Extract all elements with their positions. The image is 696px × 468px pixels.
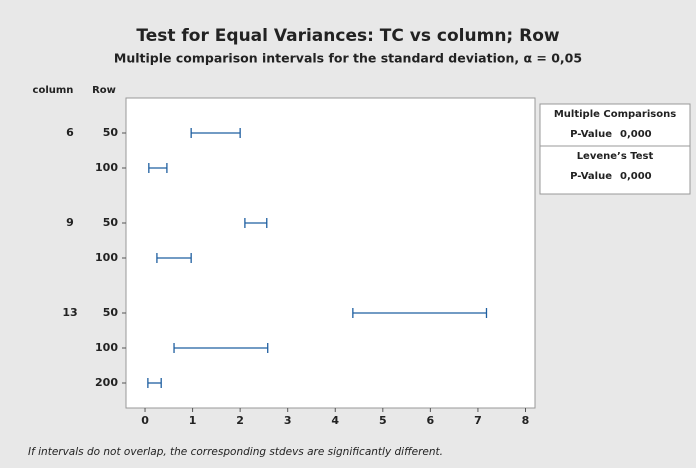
x-tick-label: 6 bbox=[427, 414, 435, 427]
column-header: column bbox=[33, 85, 74, 96]
x-tick-label: 0 bbox=[141, 414, 149, 427]
test-box bbox=[539, 103, 691, 195]
x-tick-label: 2 bbox=[236, 414, 244, 427]
column-label: 6 bbox=[66, 126, 74, 139]
test-value: 0,000 bbox=[620, 171, 652, 182]
column-label: 9 bbox=[66, 216, 74, 229]
test-name: Multiple Comparisons bbox=[554, 109, 676, 120]
x-tick-label: 4 bbox=[331, 414, 339, 427]
row-label: 200 bbox=[95, 376, 118, 389]
row-label: 100 bbox=[95, 341, 118, 354]
row-label: 50 bbox=[103, 126, 119, 139]
chart-subtitle: Multiple comparison intervals for the st… bbox=[114, 51, 582, 66]
x-tick-label: 1 bbox=[189, 414, 197, 427]
x-tick-label: 5 bbox=[379, 414, 387, 427]
x-tick-label: 8 bbox=[522, 414, 530, 427]
test-name: Levene’s Test bbox=[577, 151, 654, 162]
row-header: Row bbox=[92, 85, 116, 96]
chart-title: Test for Equal Variances: TC vs column; … bbox=[136, 26, 560, 46]
test-label: P-Value bbox=[570, 129, 612, 140]
row-label: 50 bbox=[103, 306, 119, 319]
x-tick-label: 3 bbox=[284, 414, 292, 427]
row-label: 100 bbox=[95, 251, 118, 264]
x-tick-label: 7 bbox=[474, 414, 482, 427]
test-label: P-Value bbox=[570, 171, 612, 182]
test-value: 0,000 bbox=[620, 129, 652, 140]
row-label: 50 bbox=[103, 216, 119, 229]
footnote: If intervals do not overlap, the corresp… bbox=[28, 446, 443, 458]
plot-area bbox=[125, 97, 536, 409]
column-label: 13 bbox=[62, 306, 77, 319]
row-label: 100 bbox=[95, 161, 118, 174]
